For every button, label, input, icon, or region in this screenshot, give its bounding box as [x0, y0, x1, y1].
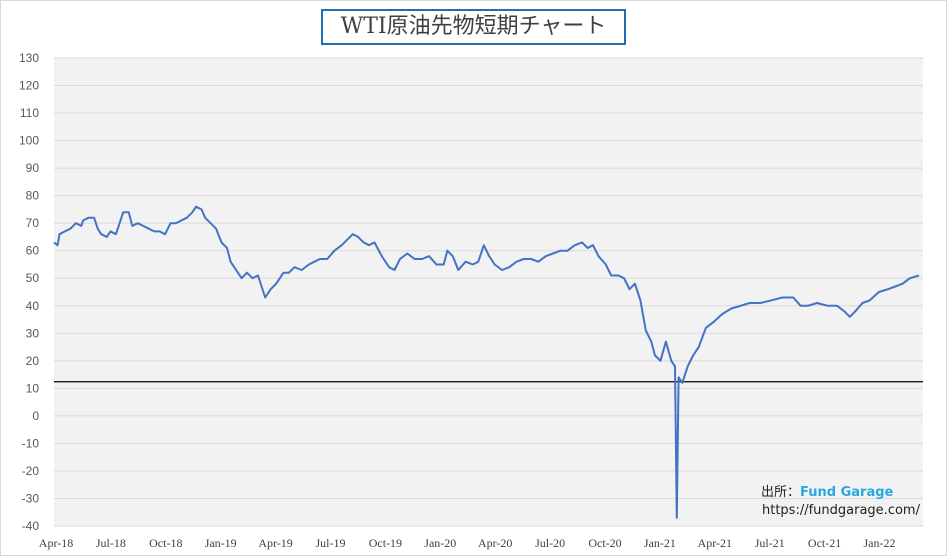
y-tick-label: 20	[26, 354, 40, 368]
plot-area	[54, 58, 923, 526]
source-url: https://fundgarage.com/	[762, 503, 920, 518]
y-tick-label: 130	[19, 51, 39, 65]
x-tick-label: Jan-19	[205, 536, 237, 550]
x-tick-label: Apr-21	[698, 536, 732, 550]
x-tick-label: Oct-19	[369, 536, 402, 550]
source-credit: 出所：Fund Garage	[761, 481, 893, 500]
x-tick-label: Apr-19	[258, 536, 292, 550]
x-tick-label: Jan-22	[864, 536, 896, 550]
y-tick-label: 50	[26, 271, 40, 285]
y-tick-label: -40	[22, 519, 40, 533]
y-tick-label: 60	[26, 244, 40, 258]
x-tick-label: Jul-19	[316, 536, 346, 550]
x-tick-label: Apr-18	[39, 536, 73, 550]
y-tick-label: 110	[20, 106, 39, 120]
y-tick-label: 120	[19, 79, 39, 93]
x-tick-label: Oct-18	[149, 536, 182, 550]
y-tick-label: -10	[22, 436, 40, 450]
chart-title: WTI原油先物短期チャート	[321, 9, 626, 45]
x-tick-label: Apr-20	[478, 536, 512, 550]
y-tick-label: 80	[26, 189, 40, 203]
x-tick-label: Jul-18	[96, 536, 126, 550]
y-tick-label: 70	[26, 216, 40, 230]
x-tick-label: Oct-20	[588, 536, 621, 550]
x-tick-label: Jul-20	[535, 536, 565, 550]
y-tick-label: 100	[19, 134, 39, 148]
y-tick-label: -20	[22, 464, 40, 478]
y-tick-label: -30	[22, 491, 40, 505]
wti-price-line	[53, 205, 920, 519]
source-name: Fund Garage	[800, 485, 894, 500]
y-tick-label: 0	[32, 409, 39, 423]
y-tick-label: 10	[26, 381, 40, 395]
y-tick-label: 40	[26, 299, 40, 313]
x-tick-label: Jul-21	[755, 536, 785, 550]
source-label: 出所：	[761, 485, 801, 500]
x-tick-label: Jan-21	[644, 536, 676, 550]
y-tick-label: 90	[26, 161, 40, 175]
y-tick-label: 30	[26, 326, 40, 340]
x-tick-label: Jan-20	[424, 536, 456, 550]
x-tick-label: Oct-21	[808, 536, 841, 550]
